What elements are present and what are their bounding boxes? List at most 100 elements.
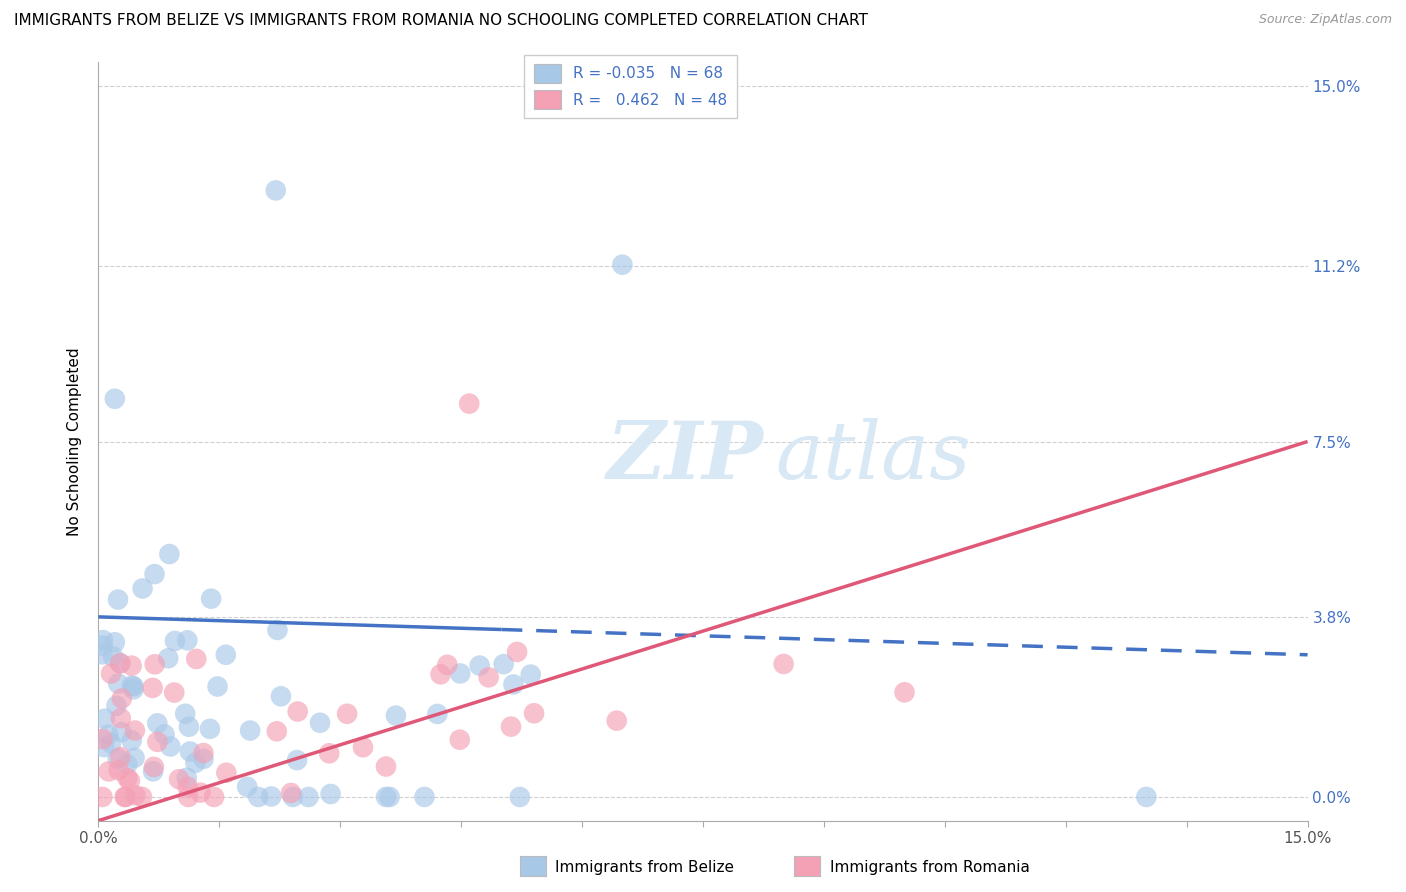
Point — [458, 396, 481, 410]
Point — [100, 736, 122, 750]
Point — [502, 677, 524, 691]
Point — [107, 592, 129, 607]
Text: Source: ZipAtlas.com: Source: ZipAtlas.com — [1258, 13, 1392, 27]
Point — [375, 789, 398, 804]
Point — [91, 639, 114, 653]
Point — [236, 780, 259, 794]
Point — [772, 657, 794, 671]
Point — [378, 789, 401, 804]
Point — [176, 771, 198, 785]
Point — [124, 723, 146, 738]
Point — [190, 786, 212, 800]
Point — [436, 657, 458, 672]
Point — [893, 685, 915, 699]
Point — [91, 732, 114, 747]
Point — [108, 656, 131, 670]
Point — [385, 708, 408, 723]
Point — [111, 691, 134, 706]
Point — [124, 789, 146, 803]
Point — [153, 727, 176, 741]
Point — [1135, 789, 1157, 804]
Point — [280, 786, 302, 800]
Point — [523, 706, 546, 721]
Text: ZIP: ZIP — [606, 418, 763, 495]
Point — [110, 725, 132, 739]
Point — [200, 591, 222, 606]
Point — [163, 634, 186, 648]
Point — [131, 582, 153, 596]
Y-axis label: No Schooling Completed: No Schooling Completed — [67, 347, 83, 536]
Point — [163, 685, 186, 699]
Point — [117, 757, 139, 772]
Point — [177, 789, 200, 804]
Point — [93, 740, 115, 755]
Point — [478, 670, 501, 684]
Point — [100, 666, 122, 681]
Point — [247, 789, 270, 804]
Point — [612, 258, 634, 272]
Point — [202, 789, 225, 804]
Point — [104, 392, 127, 406]
Point — [509, 789, 531, 804]
Point — [121, 658, 143, 673]
Text: IMMIGRANTS FROM BELIZE VS IMMIGRANTS FROM ROMANIA NO SCHOOLING COMPLETED CORRELA: IMMIGRANTS FROM BELIZE VS IMMIGRANTS FRO… — [14, 13, 868, 29]
Point — [146, 716, 169, 731]
Point — [468, 658, 491, 673]
Point — [122, 679, 145, 693]
Point — [318, 746, 340, 760]
Point — [176, 633, 198, 648]
Point — [107, 763, 129, 777]
Point — [122, 682, 145, 697]
Text: Immigrants from Belize: Immigrants from Belize — [555, 861, 734, 875]
Point — [146, 735, 169, 749]
Point — [121, 679, 143, 693]
Point — [215, 648, 238, 662]
Point — [142, 681, 165, 695]
Point — [174, 706, 197, 721]
Point — [184, 756, 207, 770]
Point — [266, 724, 288, 739]
Point — [117, 771, 139, 785]
Text: Immigrants from Romania: Immigrants from Romania — [830, 861, 1029, 875]
Point — [297, 789, 319, 804]
Point — [121, 733, 143, 747]
Point — [124, 751, 146, 765]
Point — [285, 753, 308, 767]
Point — [449, 732, 471, 747]
Point — [101, 649, 124, 664]
Point — [319, 787, 342, 801]
Point — [142, 764, 165, 779]
Point — [429, 667, 451, 681]
Point — [449, 666, 471, 681]
Point — [499, 720, 522, 734]
Point — [375, 759, 398, 773]
Point — [114, 789, 136, 804]
Point — [177, 780, 200, 794]
Point — [239, 723, 262, 738]
Point — [177, 720, 200, 734]
Point — [519, 667, 541, 681]
Point — [207, 680, 229, 694]
Point — [159, 739, 181, 754]
Text: atlas: atlas — [776, 418, 972, 495]
Point — [186, 652, 208, 666]
Point — [193, 746, 215, 760]
Point — [492, 657, 515, 672]
Point — [426, 706, 449, 721]
Point — [215, 765, 238, 780]
Point — [110, 750, 132, 764]
Point — [110, 711, 132, 725]
Point — [413, 789, 436, 804]
Point — [266, 623, 288, 637]
Point — [105, 698, 128, 713]
Point — [167, 772, 190, 787]
Point — [260, 789, 283, 804]
Point — [97, 728, 120, 742]
Point — [287, 705, 309, 719]
Point — [142, 760, 165, 774]
Point — [91, 789, 114, 804]
Point — [114, 789, 136, 804]
Point — [309, 715, 332, 730]
Point — [179, 745, 201, 759]
Point — [94, 712, 117, 726]
